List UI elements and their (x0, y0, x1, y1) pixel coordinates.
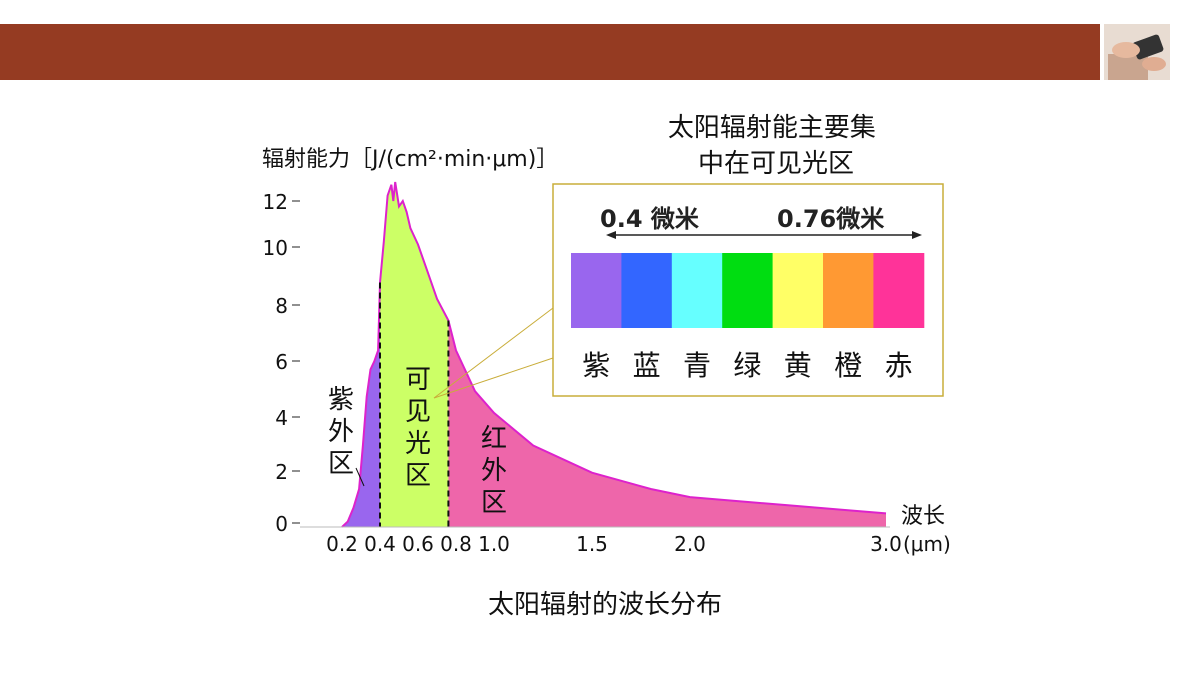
header-photo-thumbnail (1104, 24, 1170, 80)
y-tick-label: 4 (275, 406, 288, 430)
radiation-curve (341, 181, 887, 528)
spectrum-arrow-head-left (606, 231, 616, 239)
x-tick-label: 3.0 (870, 532, 902, 556)
spectrum-arrow-head-right (912, 231, 922, 239)
spectrum-color-label: 橙 (834, 349, 862, 382)
spectrum-color-label: 青 (683, 349, 711, 382)
callout-title: 太阳辐射能主要集 中在可见光区 (668, 113, 884, 179)
x-tick-label: 0.2 (326, 532, 358, 556)
spectrum-color-label: 黄 (784, 349, 812, 382)
spectrum-swatch-1 (621, 253, 673, 328)
callout-connector-bottom (433, 357, 554, 399)
x-tick-label: 0.4 (364, 532, 396, 556)
spectrum-swatch-5 (823, 253, 874, 328)
uv-label-pointer (355, 467, 365, 487)
spectrum-left-label: 0.4 微米 (600, 205, 699, 233)
x-axis-label: 波长 (901, 504, 945, 529)
spectrum-swatch-2 (671, 253, 723, 328)
x-tick-label: 1.0 (478, 532, 510, 556)
region-area-ir (448, 320, 886, 527)
spectrum-color-label: 紫 (582, 349, 610, 382)
x-tick-label: 1.5 (576, 532, 608, 556)
spectrum-color-label: 蓝 (633, 349, 661, 382)
y-tick-label: 12 (263, 190, 288, 214)
y-tick-label: 2 (275, 460, 288, 484)
y-tick-label: 8 (275, 294, 288, 318)
spectrum-right-label: 0.76微米 (777, 205, 884, 233)
region-label-uv: 紫外区 (328, 385, 354, 479)
spectrum-color-label: 绿 (733, 349, 761, 382)
region-area-visible (380, 182, 449, 527)
chart-caption: 太阳辐射的波长分布 (487, 590, 722, 620)
spectrum-swatch-0 (571, 253, 622, 328)
region-label-ir: 红外区 (481, 424, 507, 518)
y-tick-label: 6 (275, 350, 288, 374)
callout-connector-top (433, 307, 554, 399)
spectrum-swatch-4 (772, 253, 824, 328)
x-tick-label: 2.0 (674, 532, 706, 556)
y-tick-label: 10 (263, 236, 288, 260)
x-tick-label: 0.8 (440, 532, 472, 556)
spectrum-color-label: 赤 (885, 349, 913, 382)
spectrum-swatch-3 (722, 253, 774, 328)
x-tick-label: 0.6 (402, 532, 434, 556)
x-axis-unit: (μm) (903, 532, 951, 556)
header-bar (0, 24, 1100, 80)
spectrum-swatch-6 (873, 253, 925, 328)
y-axis-label: 辐射能力［J/(cm²·min·μm)］ (262, 147, 558, 172)
y-tick-label: 0 (275, 512, 288, 536)
region-label-visible: 可见光区 (405, 365, 431, 491)
region-area-uv (342, 282, 380, 527)
